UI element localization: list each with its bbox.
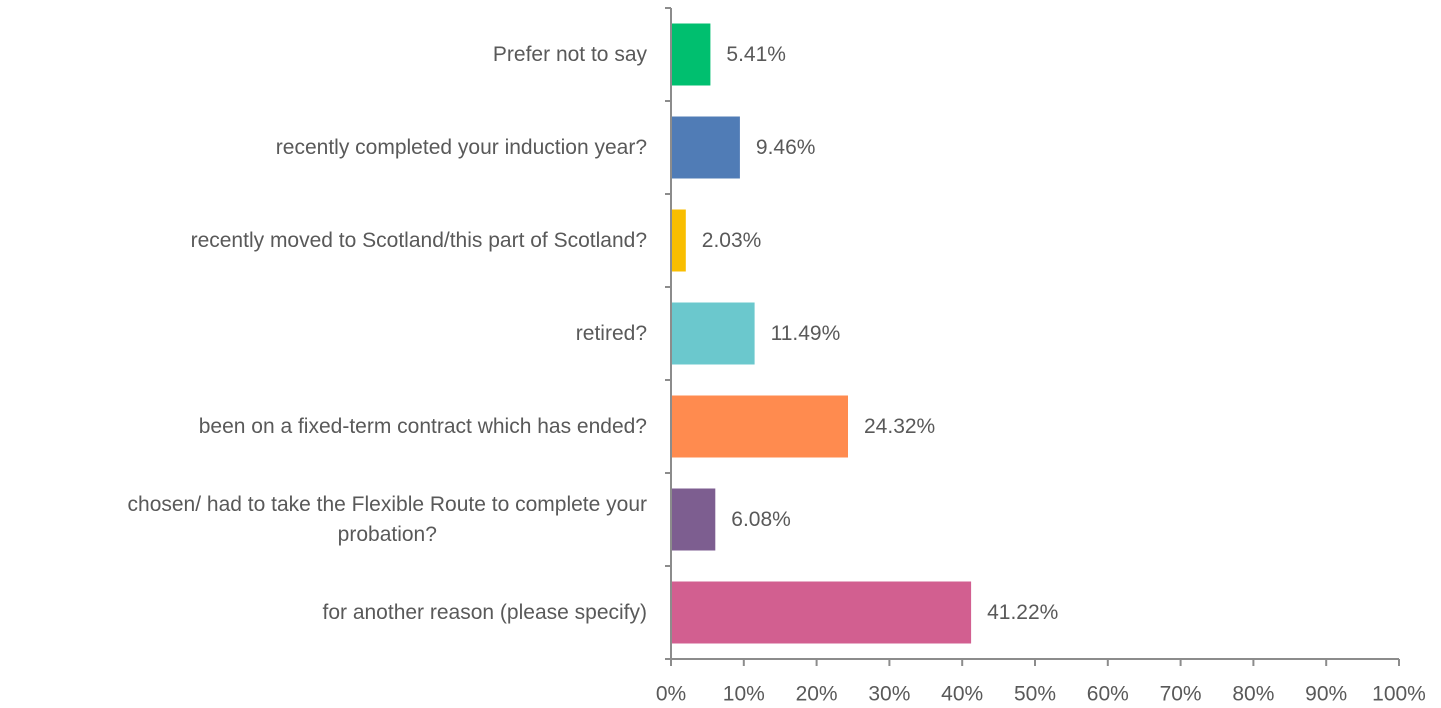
x-tick-label-20: 20% [796, 683, 838, 706]
category-label-3: recently moved to Scotland/this part of … [191, 229, 647, 252]
data-label-7: 41.22% [987, 601, 1058, 624]
data-label-1: 5.41% [726, 43, 786, 66]
x-tick-label-100: 100% [1372, 683, 1426, 706]
category-label-line: recently completed your induction year? [276, 136, 647, 159]
bar-6 [671, 489, 715, 551]
category-label-4: retired? [576, 322, 647, 345]
data-label-3: 2.03% [702, 229, 762, 252]
data-label-4: 11.49% [771, 322, 841, 345]
category-label-6: chosen/ had to take the Flexible Route t… [128, 493, 647, 546]
category-label-line: Prefer not to say [493, 43, 648, 66]
bar-2 [671, 117, 740, 179]
data-label-2: 9.46% [756, 136, 816, 159]
bar-1 [671, 24, 710, 86]
category-label-line: probation? [338, 523, 437, 546]
category-label-line: retired? [576, 322, 647, 345]
category-label-line: chosen/ had to take the Flexible Route t… [128, 493, 647, 516]
x-tick-label-40: 40% [941, 683, 983, 706]
data-label-6: 6.08% [731, 508, 791, 531]
x-tick-label-0: 0% [656, 683, 686, 706]
x-tick-label-10: 10% [723, 683, 765, 706]
x-tick-label-90: 90% [1305, 683, 1347, 706]
category-label-2: recently completed your induction year? [276, 136, 647, 159]
x-tick-label-70: 70% [1160, 683, 1202, 706]
x-tick-label-30: 30% [868, 683, 910, 706]
data-label-5: 24.32% [864, 415, 935, 438]
category-label-7: for another reason (please specify) [322, 601, 647, 624]
bar-4 [671, 303, 755, 365]
x-tick-label-60: 60% [1087, 683, 1129, 706]
bar-5 [671, 396, 848, 458]
category-label-line: recently moved to Scotland/this part of … [191, 229, 647, 252]
category-label-1: Prefer not to say [493, 43, 648, 66]
category-label-5: been on a fixed-term contract which has … [199, 415, 647, 438]
category-label-line: for another reason (please specify) [322, 601, 647, 624]
bar-7 [671, 582, 971, 644]
bar-3 [671, 210, 686, 272]
x-tick-label-80: 80% [1232, 683, 1274, 706]
category-label-line: been on a fixed-term contract which has … [199, 415, 647, 438]
x-tick-label-50: 50% [1014, 683, 1056, 706]
